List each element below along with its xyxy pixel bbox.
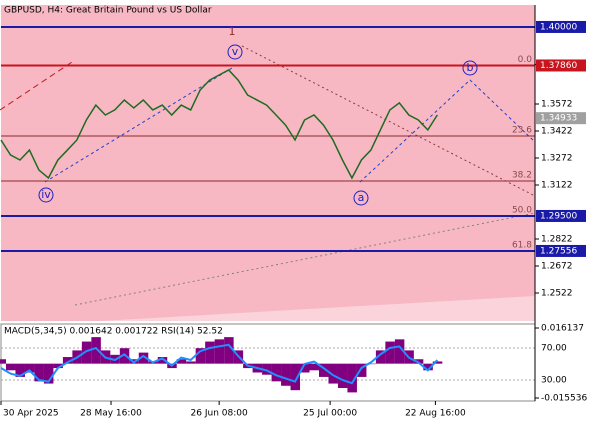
x-tick-label: 28 May 16:00	[80, 409, 142, 419]
price-box-label: 1.29500	[540, 211, 577, 221]
y-tick-label: -0.015536	[541, 394, 587, 404]
macd-bar	[262, 363, 272, 375]
wave-label: 1	[229, 25, 236, 38]
wave-path	[44, 67, 233, 183]
trend-line	[0, 61, 73, 111]
x-tick-label: 30 Apr 2025	[3, 409, 59, 419]
wave-path	[359, 79, 536, 183]
macd-bar	[375, 350, 386, 364]
fibo-label: 38.2	[512, 171, 532, 181]
y-tick-label: 1.2672	[541, 262, 573, 272]
macd-bar	[53, 363, 63, 369]
price-box-label: 1.40000	[540, 22, 577, 32]
macd-bar	[62, 357, 73, 364]
light-zone	[100, 296, 535, 321]
macd-bar	[432, 361, 443, 364]
macd-bar	[423, 363, 433, 371]
wave-label: iv	[41, 188, 51, 201]
macd-bar	[24, 363, 35, 373]
macd-bar	[290, 363, 301, 391]
price-box-label: 1.27556	[540, 246, 577, 256]
macd-bar	[205, 341, 215, 364]
wave-circle	[38, 187, 54, 203]
y-tick-label: 0.016137	[541, 324, 584, 334]
price-line	[0, 69, 438, 180]
macd-bar	[385, 341, 395, 364]
macd-bar	[34, 363, 44, 382]
macd-bar	[15, 363, 25, 377]
chart-title: GBPUSD, H4: Great Britain Pound vs US Do…	[4, 6, 212, 16]
indicator-title: MACD(5,34,5) 0.001642 0.001722 RSI(14) 5…	[4, 327, 223, 337]
macd-bar	[119, 348, 130, 364]
macd-bar	[271, 363, 282, 382]
price-box	[536, 244, 586, 257]
fibo-label: 23.6	[512, 126, 532, 136]
rsi-line	[0, 343, 439, 385]
y-tick-label: 1.2822	[541, 235, 573, 245]
macd-bar	[214, 339, 225, 364]
macd-bar	[318, 363, 329, 377]
macd-bar	[309, 363, 320, 371]
macd-bar	[5, 363, 16, 371]
price-box-label: 1.37860	[540, 61, 577, 71]
macd-bar	[157, 357, 168, 364]
price-box	[536, 112, 586, 125]
y2-tick-label: 70.00	[541, 344, 567, 354]
y-tick-label: 1.3122	[541, 181, 573, 191]
macd-bar	[347, 363, 357, 393]
macd-bar	[186, 361, 196, 364]
macd-bar	[224, 337, 234, 364]
x-tick-label: 22 Aug 16:00	[405, 409, 466, 419]
fibo-label: 61.8	[512, 240, 532, 250]
macd-bar	[281, 363, 291, 386]
wave-label: a	[358, 191, 365, 204]
macd-bar	[176, 359, 187, 364]
macd-bar	[328, 363, 338, 384]
fibo-label: 50.0	[512, 205, 532, 215]
macd-bar	[91, 337, 101, 364]
y2-tick-label: 30.00	[541, 376, 567, 386]
y-tick-label: 1.2522	[541, 289, 573, 299]
x-tick-label: 26 Jun 08:00	[191, 409, 248, 419]
x-tick-label: 25 Jul 00:00	[303, 409, 357, 419]
y-tick-label: 1.3272	[541, 154, 573, 164]
wave-label: b	[467, 61, 474, 74]
wave-circle	[353, 190, 369, 206]
wave-label: v	[232, 45, 239, 58]
fibo-label: 0.0	[518, 55, 533, 65]
macd-bar	[43, 363, 54, 384]
wave-circle	[462, 60, 478, 76]
price-box	[536, 59, 586, 72]
macd-bar	[366, 363, 376, 365]
macd-bar	[300, 363, 310, 373]
y-tick-label: 1.3422	[541, 127, 573, 137]
wave-circle	[227, 44, 243, 60]
macd-bar	[138, 352, 149, 364]
macd-bar	[356, 363, 367, 377]
price-box	[536, 20, 586, 33]
trend-line	[74, 212, 536, 306]
plot-area	[1, 5, 535, 321]
price-box-label: 1.34933	[540, 114, 577, 124]
price-box	[536, 209, 586, 222]
macd-bar	[81, 341, 92, 364]
macd-bar	[195, 348, 206, 364]
macd-bar	[394, 339, 405, 364]
macd-bar	[337, 363, 348, 388]
macd-bar	[0, 359, 6, 364]
y-tick-label: 1.3572	[541, 100, 573, 110]
